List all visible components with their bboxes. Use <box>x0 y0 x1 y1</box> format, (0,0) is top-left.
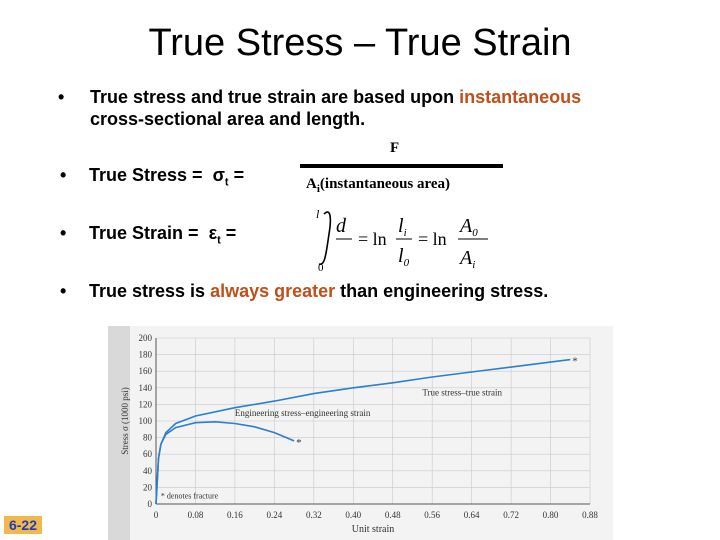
true-strain-label: True Strain = <box>89 223 199 243</box>
y-axis-label: Stress σ (1000 psi) <box>120 387 130 455</box>
x-tick-label: 0.24 <box>266 510 282 520</box>
series-engineering-stress-strain-line <box>155 420 295 505</box>
chart-ticks: 0 20 40 60 80 100 120 140 160 180 200 0 0.08 0.16 0.24… <box>139 333 599 520</box>
y-tick-label: 60 <box>143 449 153 459</box>
comparison-prefix: True stress is <box>89 281 211 301</box>
label-true-stress-strain: True stress–true strain <box>422 387 502 397</box>
y-tick-label: 120 <box>139 399 153 409</box>
frac1-num: li <box>398 215 407 239</box>
bullet-dot: • <box>60 165 67 185</box>
sigma-symbol: σ <box>212 165 225 185</box>
chart-series: ** <box>155 356 578 505</box>
stress-denominator-text: (instantaneous area) <box>319 176 451 192</box>
y-tick-label: 140 <box>139 383 153 393</box>
x-tick-label: 0.16 <box>227 510 243 520</box>
y-tick-label: 40 <box>143 466 153 476</box>
ln-2: = ln <box>418 229 447 249</box>
frac1-den: l0 <box>398 245 410 269</box>
stress-fraction-bar <box>300 164 503 168</box>
x-tick-label: 0.48 <box>385 510 401 520</box>
x-tick-label: 0.80 <box>543 510 559 520</box>
bullet-definition-text: True stress and true strain are based up… <box>90 86 670 130</box>
x-tick-label: 0.40 <box>345 510 361 520</box>
comparison-text: True stress is always greater than engin… <box>89 281 548 302</box>
x-tick-label: 0.32 <box>306 510 322 520</box>
bullet-dot: • <box>60 223 67 243</box>
stress-denominator-sub: i <box>316 183 320 195</box>
integral-sign <box>318 211 332 265</box>
bullet-definition-suffix: cross-sectional area and length. <box>90 109 366 129</box>
frac2-den: Ai <box>458 247 475 271</box>
slide-title: True Stress – True Strain <box>148 22 572 64</box>
fracture-marker: * <box>296 437 302 449</box>
strain-equation: l 0 d = ln li l0 = ln A0 Ai <box>316 207 488 274</box>
epsilon-symbol: ε <box>208 223 218 243</box>
y-tick-label: 20 <box>143 482 153 492</box>
y-tick-label: 0 <box>148 499 153 509</box>
bullet-definition-prefix: True stress and true strain are based up… <box>90 87 460 107</box>
stress-denominator-symbol: A <box>306 176 317 192</box>
fracture-marker: * <box>572 356 578 368</box>
chart-axes <box>155 338 590 505</box>
comparison-highlight: always greater <box>210 281 336 301</box>
integral-upper: l <box>316 207 320 221</box>
stress-denominator: Ai(instantaneous area) <box>306 176 450 195</box>
chart-labels: True stress–true strain Engineering stres… <box>120 387 502 535</box>
label-engineering-stress-strain: Engineering stress–engineering strain <box>235 408 371 418</box>
bullet-definition: • True stress and true strain are based … <box>58 86 581 129</box>
x-axis-label: Unit strain <box>352 524 395 535</box>
true-stress-label-group: True Stress = σt = <box>89 165 244 189</box>
stress-strain-chart: 0 20 40 60 80 100 120 140 160 180 200 0 0.08 0.16 0.24… <box>108 326 613 540</box>
frac2-num: A0 <box>458 215 478 239</box>
bullet-dot: • <box>58 87 65 107</box>
x-tick-label: 0.08 <box>188 510 204 520</box>
integrand: d <box>336 215 347 237</box>
y-tick-label: 80 <box>143 433 153 443</box>
bullet-definition-highlight: instantaneous <box>459 87 582 107</box>
x-tick-label: 0.64 <box>464 510 480 520</box>
sigma-subscript: t <box>224 176 229 189</box>
chart-side-band <box>108 326 130 540</box>
ln-1: = ln <box>358 229 387 249</box>
comparison-suffix: than engineering stress. <box>335 281 549 301</box>
integral-lower: 0 <box>318 262 324 274</box>
x-tick-label: 0.56 <box>424 510 440 520</box>
chart-background <box>108 326 613 540</box>
true-stress-label: True Stress = <box>89 165 203 185</box>
bullet-dot: • <box>60 281 67 301</box>
slide-number: 6-22 <box>4 516 42 534</box>
fracture-annotation: * denotes fracture <box>161 491 219 500</box>
stress-numerator: F <box>390 140 400 156</box>
y-tick-label: 100 <box>139 416 153 426</box>
x-tick-label: 0.88 <box>582 510 598 520</box>
true-stress-equals: = <box>233 165 245 185</box>
y-tick-label: 180 <box>139 350 153 360</box>
true-strain-equals: = <box>225 223 237 243</box>
epsilon-subscript: t <box>217 234 221 247</box>
true-strain-label-group: True Strain = εt = <box>89 223 236 247</box>
x-tick-label: 0.72 <box>503 510 519 520</box>
x-tick-label: 0 <box>154 510 159 520</box>
y-tick-label: 160 <box>139 366 153 376</box>
y-tick-label: 200 <box>139 333 153 343</box>
